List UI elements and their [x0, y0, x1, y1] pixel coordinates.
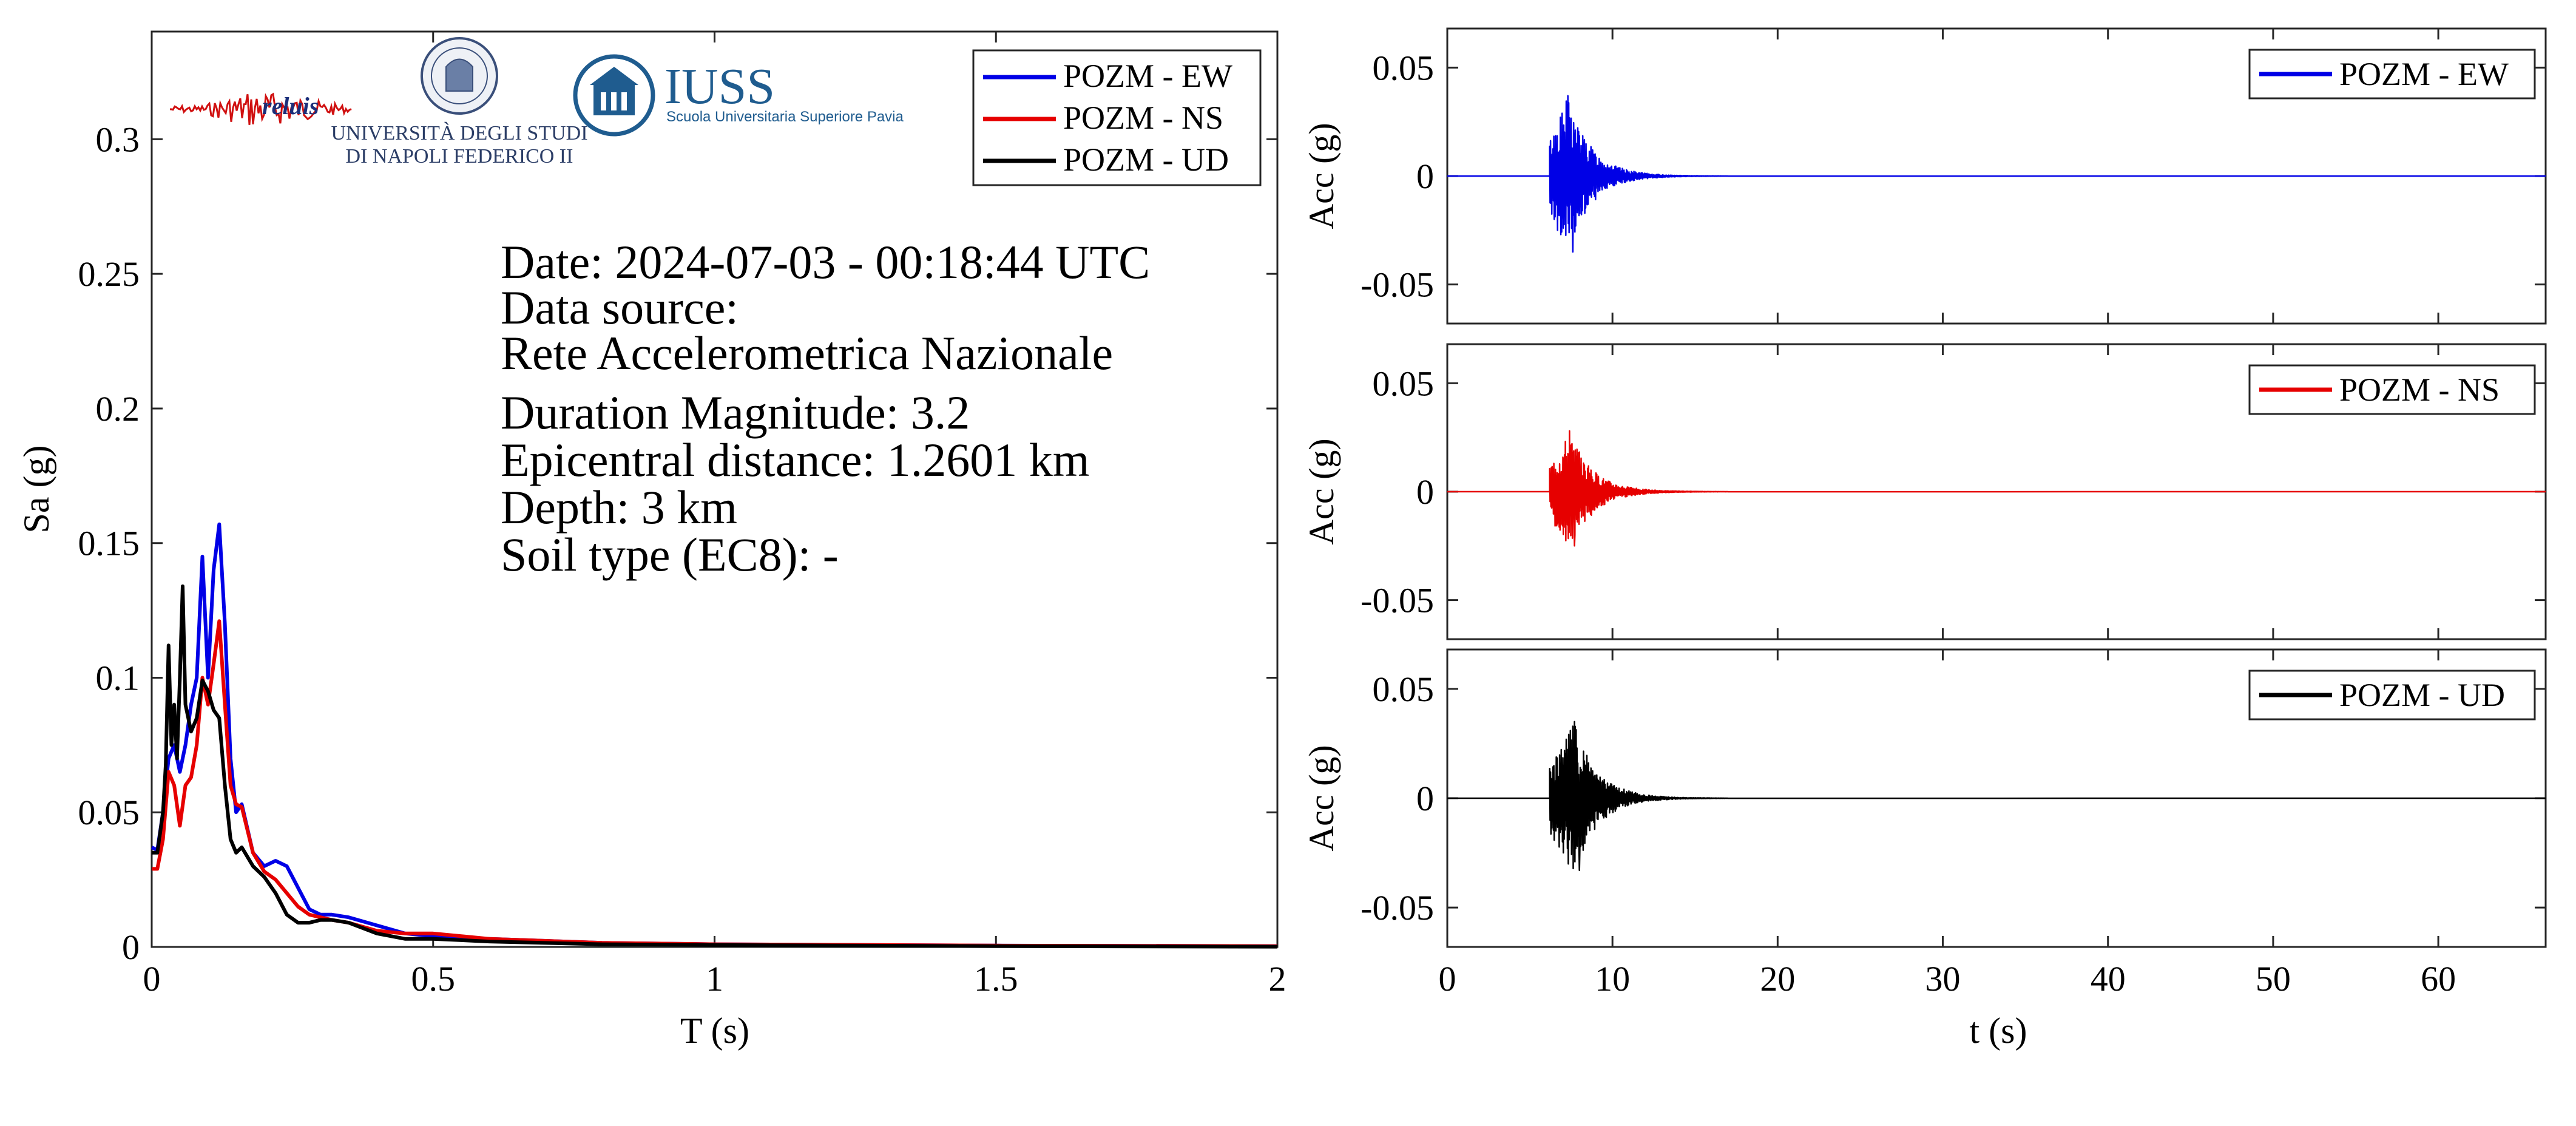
acc-y-label-ew: Acc (g) — [1302, 123, 1341, 229]
spectrum-legend: POZM - EW POZM - NS POZM - UD — [972, 49, 1262, 186]
spectrum-ticks: 0 0.5 1 1.5 2 0 0.05 0.1 0.15 0.2 0.25 0.3 — [78, 32, 1286, 999]
acc-legend-label-ew: POZM - EW — [2339, 56, 2509, 92]
acc-y-tick-label: 0 — [1416, 779, 1434, 818]
acc-x-tick-label: 50 — [2256, 959, 2291, 999]
acc-y-tick-label: 0.05 — [1373, 670, 1435, 709]
acc-waveform-ew — [1447, 95, 2546, 253]
spectrum-y-tick-label: 0 — [122, 928, 140, 967]
legend-label-ud: POZM - UD — [1063, 141, 1229, 178]
acc-x-tick-label: 10 — [1595, 959, 1630, 999]
spectrum-line-ns — [152, 619, 1278, 948]
spectrum-line-ud — [152, 584, 1278, 949]
acc-legend-label-ns: POZM - NS — [2339, 371, 2500, 408]
unina-name-line2: DI NAPOLI FEDERICO II — [346, 145, 573, 168]
acc-x-tick-label: 0 — [1439, 959, 1456, 999]
acc-y-tick-label: 0 — [1416, 472, 1434, 512]
acceleration-chart-ns: -0.05 0 0.05 Acc (g) POZM - NS — [1302, 343, 2547, 640]
soil-type: Soil type (EC8): - — [501, 528, 839, 581]
spectrum-series — [150, 522, 1278, 949]
spectrum-y-tick-label: 0.25 — [78, 254, 140, 294]
spectrum-y-tick-label: 0.3 — [96, 120, 140, 159]
data-source-label: Data source: — [501, 281, 739, 334]
spectrum-x-tick-label: 0.5 — [411, 959, 456, 999]
spectrum-x-label: T (s) — [680, 1011, 749, 1051]
event-date: Date: 2024-07-03 - 00:18:44 UTC — [501, 236, 1150, 288]
legend-label-ns: POZM - NS — [1063, 100, 1223, 136]
acc-x-label: t (s) — [1970, 1011, 2027, 1051]
acc-x-tick-label: 60 — [2421, 959, 2456, 999]
spectrum-x-tick-label: 2 — [1269, 959, 1286, 999]
spectrum-y-tick-label: 0.2 — [96, 389, 140, 429]
response-spectrum-chart: 0 0.5 1 1.5 2 0 0.05 0.1 0.15 0.2 0.25 0.3 reluis U… — [16, 30, 1286, 1051]
acc-x-tick-label: 30 — [1925, 959, 1961, 999]
reluis-seismogram-mark — [169, 92, 352, 125]
duration-magnitude: Duration Magnitude: 3.2 — [501, 386, 970, 439]
acc-x-tick-label: 40 — [2091, 959, 2126, 999]
acc-y-tick-label: -0.05 — [1361, 888, 1434, 928]
iuss-subtitle: Scuola Universitaria Superiore Pavia — [666, 109, 904, 125]
legend-label-ew: POZM - EW — [1063, 58, 1232, 94]
spectrum-y-tick-label: 0.05 — [78, 793, 140, 832]
depth: Depth: 3 km — [501, 481, 737, 534]
acc-y-tick-label: 0.05 — [1373, 364, 1435, 403]
acceleration-chart-ew: -0.05 0 0.05 Acc (g) POZM - EW — [1302, 27, 2547, 325]
event-info: Date: 2024-07-03 - 00:18:44 UTC Data sou… — [501, 236, 1150, 581]
acc-legend-label-ud: POZM - UD — [2339, 677, 2505, 713]
acc-y-tick-label: -0.05 — [1361, 265, 1434, 305]
spectrum-y-label: Sa (g) — [16, 446, 56, 534]
acc-y-tick-label: 0.05 — [1373, 48, 1435, 87]
spectrum-y-tick-label: 0.15 — [78, 524, 140, 563]
acc-y-label-ud: Acc (g) — [1302, 745, 1341, 852]
epicentral-distance: Epicentral distance: 1.2601 km — [501, 433, 1089, 486]
acc-waveform-ns — [1447, 430, 2546, 547]
acc-y-tick-label: 0 — [1416, 157, 1434, 196]
spectrum-x-tick-label: 1 — [706, 959, 723, 999]
unina-logo: UNIVERSITÀ DEGLI STUDI DI NAPOLI FEDERIC… — [331, 37, 588, 168]
acc-waveform-ud — [1447, 721, 2546, 872]
acc-y-label-ns: Acc (g) — [1302, 438, 1341, 545]
spectrum-y-tick-label: 0.1 — [96, 658, 140, 697]
acc-x-tick-label: 20 — [1760, 959, 1795, 999]
spectrum-x-tick-label: 0 — [143, 959, 161, 999]
unina-name-line1: UNIVERSITÀ DEGLI STUDI — [331, 122, 587, 144]
reluis-logo: reluis — [169, 92, 352, 125]
iuss-title: IUSS — [664, 58, 775, 115]
data-source: Rete Accelerometrica Nazionale — [501, 327, 1113, 379]
reluis-wordmark: reluis — [262, 92, 319, 120]
acc-y-tick-label: -0.05 — [1361, 581, 1434, 620]
iuss-logo: IUSS Scuola Universitaria Superiore Pavi… — [573, 54, 904, 137]
spectrum-x-tick-label: 1.5 — [974, 959, 1018, 999]
